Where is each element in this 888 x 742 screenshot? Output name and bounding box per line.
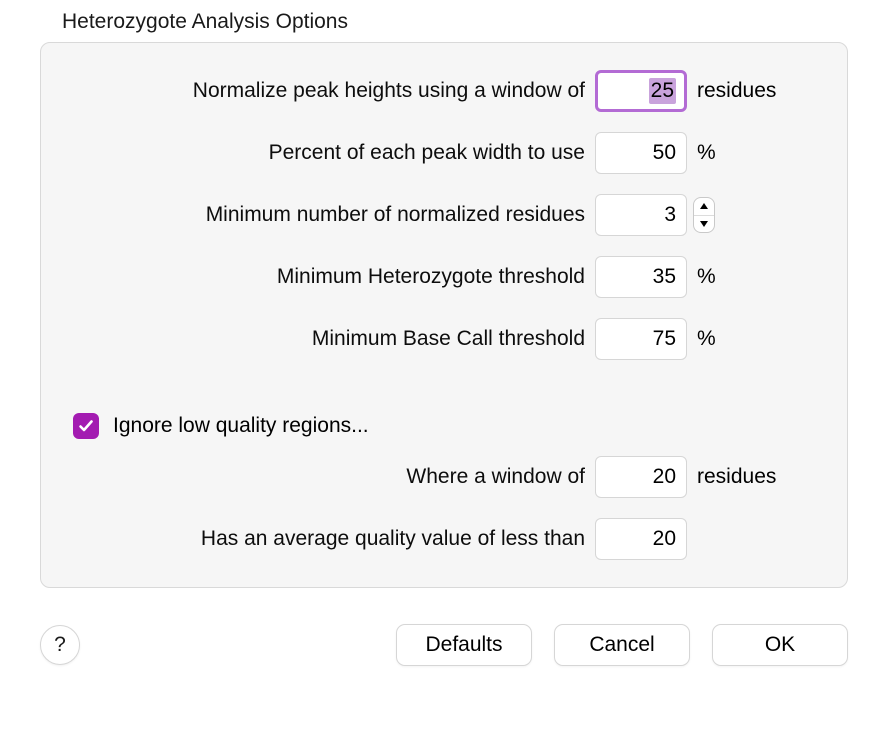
ignore-checkbox-label: Ignore low quality regions... xyxy=(113,414,369,438)
percent-width-row: Percent of each peak width to use % xyxy=(65,133,823,173)
help-button[interactable]: ? xyxy=(40,625,80,665)
ignore-window-input[interactable] xyxy=(595,456,687,498)
ignore-window-row: Where a window of residues xyxy=(65,457,823,497)
ignore-quality-label: Has an average quality value of less tha… xyxy=(65,527,595,551)
stepper-down-icon[interactable] xyxy=(694,216,714,233)
normalize-label: Normalize peak heights using a window of xyxy=(65,79,595,103)
group-title: Heterozygote Analysis Options xyxy=(40,0,848,42)
ignore-quality-row: Has an average quality value of less tha… xyxy=(65,519,823,559)
percent-width-input[interactable] xyxy=(595,132,687,174)
min-het-suffix: % xyxy=(697,265,716,289)
options-panel: Normalize peak heights using a window of… xyxy=(40,42,848,588)
normalize-input[interactable]: 25 xyxy=(595,70,687,112)
percent-width-label: Percent of each peak width to use xyxy=(65,141,595,165)
ok-button[interactable]: OK xyxy=(712,624,848,666)
min-residues-input[interactable] xyxy=(595,194,687,236)
min-base-input[interactable] xyxy=(595,318,687,360)
min-residues-row: Minimum number of normalized residues xyxy=(65,195,823,235)
normalize-row: Normalize peak heights using a window of… xyxy=(65,71,823,111)
percent-width-suffix: % xyxy=(697,141,716,165)
checkmark-icon xyxy=(78,418,94,434)
button-bar: ? Defaults Cancel OK xyxy=(40,624,848,666)
min-het-input[interactable] xyxy=(595,256,687,298)
min-residues-label: Minimum number of normalized residues xyxy=(65,203,595,227)
min-base-row: Minimum Base Call threshold % xyxy=(65,319,823,359)
min-het-label: Minimum Heterozygote threshold xyxy=(65,265,595,289)
min-het-row: Minimum Heterozygote threshold % xyxy=(65,257,823,297)
ignore-window-label: Where a window of xyxy=(65,465,595,489)
ignore-quality-input[interactable] xyxy=(595,518,687,560)
stepper-up-icon[interactable] xyxy=(694,198,714,216)
ignore-checkbox[interactable] xyxy=(73,413,99,439)
ignore-window-suffix: residues xyxy=(697,465,776,489)
min-base-label: Minimum Base Call threshold xyxy=(65,327,595,351)
min-residues-stepper[interactable] xyxy=(693,197,715,233)
normalize-suffix: residues xyxy=(697,79,776,103)
cancel-button[interactable]: Cancel xyxy=(554,624,690,666)
ignore-checkbox-row[interactable]: Ignore low quality regions... xyxy=(65,413,823,439)
defaults-button[interactable]: Defaults xyxy=(396,624,532,666)
normalize-value: 25 xyxy=(649,78,676,104)
min-base-suffix: % xyxy=(697,327,716,351)
